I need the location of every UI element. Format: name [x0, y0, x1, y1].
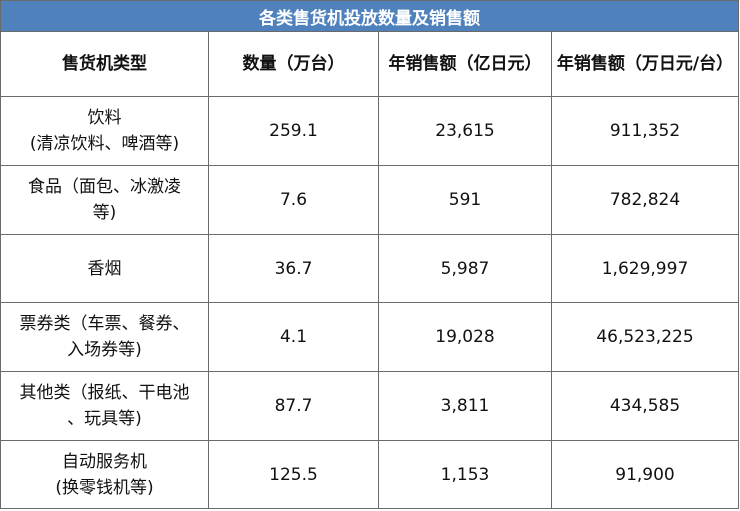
type-line: 其他类（报纸、干电池 [19, 383, 190, 403]
type-line: 等) [92, 203, 117, 223]
table-row: 自动服务机 (换零钱机等) 125.5 1,153 91,900 [0, 440, 739, 509]
type-cell: 香烟 [0, 234, 209, 303]
type-line: 、玩具等) [67, 409, 142, 429]
type-line: 自动服务机 [62, 451, 147, 472]
type-cell: 食品（面包、冰激凌 等) [0, 165, 209, 235]
table-row: 票券类（车票、餐券、 入场券等) 4.1 19,028 46,523,225 [0, 302, 739, 372]
annual-sales-cell: 23,615 [378, 96, 552, 166]
header-sales-per-unit: 年销售额（万日元/台） [551, 31, 739, 97]
sales-per-unit-cell: 434,585 [551, 371, 739, 441]
title-row: 各类售货机投放数量及销售额 [0, 0, 739, 32]
quantity-cell: 125.5 [208, 440, 379, 509]
sales-per-unit-cell: 46,523,225 [551, 302, 739, 372]
header-row: 售货机类型 数量（万台） 年销售额（亿日元） 年销售额（万日元/台） [0, 31, 739, 97]
annual-sales-cell: 1,153 [378, 440, 552, 509]
type-cell: 其他类（报纸、干电池 、玩具等) [0, 371, 209, 441]
type-cell: 自动服务机 (换零钱机等) [0, 440, 209, 509]
quantity-cell: 36.7 [208, 234, 379, 303]
annual-sales-cell: 591 [378, 165, 552, 235]
type-line: 票券类（车票、餐券、 [19, 314, 190, 334]
annual-sales-cell: 3,811 [378, 371, 552, 441]
annual-sales-cell: 5,987 [378, 234, 552, 303]
header-type: 售货机类型 [0, 31, 209, 97]
quantity-cell: 4.1 [208, 302, 379, 372]
type-line: 入场券等) [67, 340, 142, 360]
sales-per-unit-cell: 782,824 [551, 165, 739, 235]
type-line: 饮料 [87, 108, 122, 128]
type-cell: 票券类（车票、餐券、 入场券等) [0, 302, 209, 372]
table-row: 饮料 (清凉饮料、啤酒等) 259.1 23,615 911,352 [0, 96, 739, 166]
sales-per-unit-cell: 911,352 [551, 96, 739, 166]
type-line: (清凉饮料、啤酒等) [29, 134, 180, 154]
header-quantity: 数量（万台） [208, 31, 379, 97]
table-title: 各类售货机投放数量及销售额 [0, 0, 739, 32]
table-row: 其他类（报纸、干电池 、玩具等) 87.7 3,811 434,585 [0, 371, 739, 441]
quantity-cell: 7.6 [208, 165, 379, 235]
type-line: 香烟 [87, 258, 122, 279]
quantity-cell: 259.1 [208, 96, 379, 166]
type-line: 食品（面包、冰激凌 [28, 177, 181, 197]
sales-per-unit-cell: 91,900 [551, 440, 739, 509]
header-annual-sales: 年销售额（亿日元） [378, 31, 552, 97]
sales-per-unit-cell: 1,629,997 [551, 234, 739, 303]
type-line: (换零钱机等) [55, 477, 154, 498]
type-cell: 饮料 (清凉饮料、啤酒等) [0, 96, 209, 166]
quantity-cell: 87.7 [208, 371, 379, 441]
annual-sales-cell: 19,028 [378, 302, 552, 372]
table-row: 香烟 36.7 5,987 1,629,997 [0, 234, 739, 303]
table-row: 食品（面包、冰激凌 等) 7.6 591 782,824 [0, 165, 739, 235]
